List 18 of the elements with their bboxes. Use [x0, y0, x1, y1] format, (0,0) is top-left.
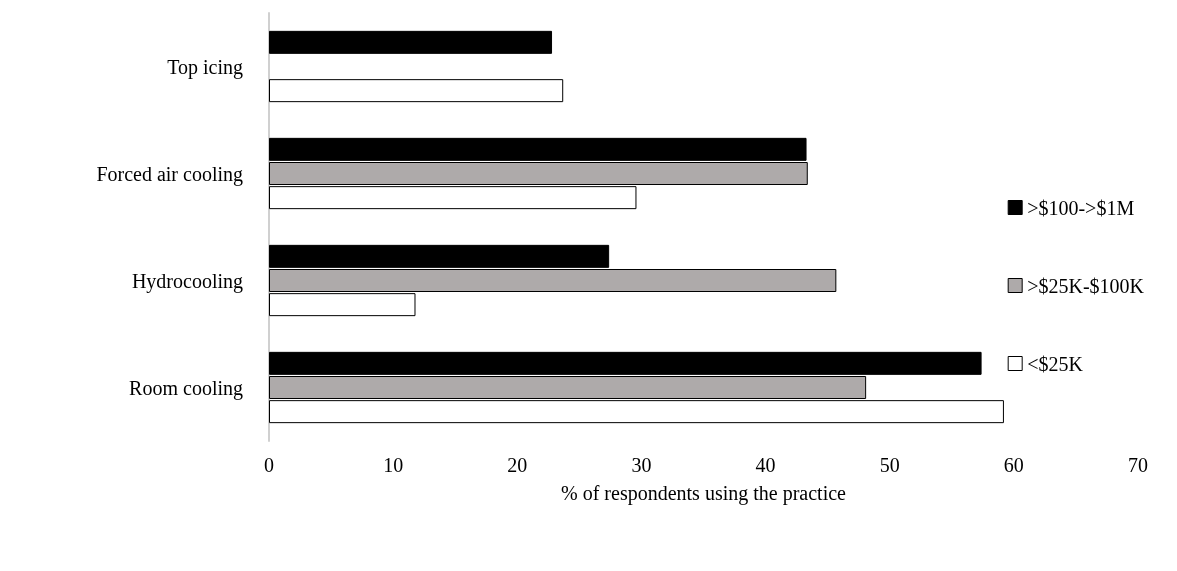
- y-tick-label: Room cooling: [129, 376, 243, 400]
- x-tick-label: 50: [879, 454, 900, 476]
- x-tick-label: 20: [507, 454, 528, 476]
- bar: [269, 30, 553, 54]
- x-tick-label: 10: [383, 454, 404, 476]
- legend-label: >$100->$1M: [1027, 196, 1135, 219]
- x-tick-label: 30: [631, 454, 652, 476]
- legend-label: <$25K: [1027, 352, 1084, 375]
- x-tick-label: 0: [264, 454, 274, 476]
- y-tick-label: Forced air cooling: [96, 162, 243, 186]
- x-tick-label: 40: [755, 454, 776, 476]
- legend-label: >$25K-$100K: [1027, 274, 1145, 297]
- x-tick-label: 70: [1128, 454, 1148, 476]
- y-tick-label: Hydrocooling: [131, 269, 243, 293]
- bar: [269, 79, 564, 103]
- x-axis-title: % of respondents using the practice: [561, 482, 847, 505]
- x-tick-label: 60: [1003, 454, 1024, 476]
- y-tick-label: Top icing: [167, 55, 243, 79]
